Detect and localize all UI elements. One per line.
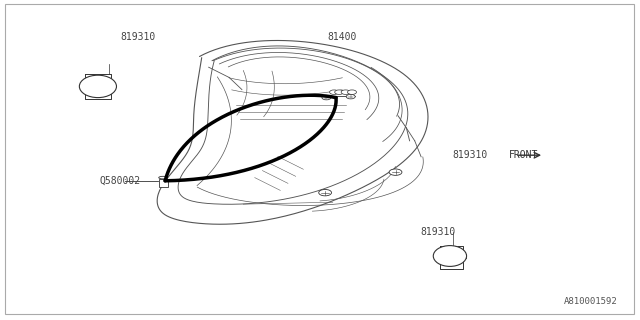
Ellipse shape <box>433 246 467 266</box>
Ellipse shape <box>79 75 116 98</box>
Text: Q580002: Q580002 <box>99 176 140 186</box>
Circle shape <box>389 169 402 175</box>
Text: 819310: 819310 <box>420 227 456 237</box>
Ellipse shape <box>159 176 168 179</box>
Circle shape <box>346 94 355 99</box>
Text: 81400: 81400 <box>328 32 357 42</box>
Circle shape <box>319 189 332 196</box>
FancyBboxPatch shape <box>159 179 168 187</box>
Text: 819310: 819310 <box>120 32 156 42</box>
Text: 819310: 819310 <box>452 150 488 160</box>
Circle shape <box>348 90 356 94</box>
Text: FRONT: FRONT <box>509 150 538 160</box>
Circle shape <box>341 90 350 94</box>
Circle shape <box>335 90 344 94</box>
Circle shape <box>330 90 339 94</box>
Text: A810001592: A810001592 <box>564 297 618 306</box>
Circle shape <box>322 95 331 100</box>
